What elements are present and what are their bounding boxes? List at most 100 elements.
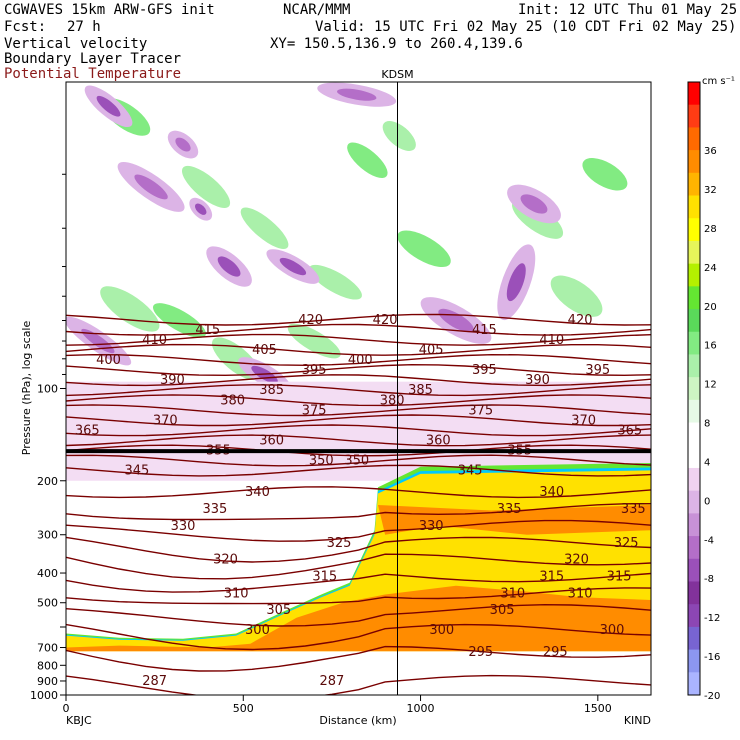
colorbar-swatch <box>688 286 700 310</box>
colorbar: 36 32 28 24 20 16 12 8 4 0 -4 -8 -12 -16 -20 <box>687 81 720 702</box>
w-up-blob <box>240 207 289 249</box>
isentrope-label-395: 395 <box>585 363 610 378</box>
isentrope-label-350: 350 <box>344 454 369 469</box>
colorbar-swatch <box>688 422 700 446</box>
x-tick-label: 1500 <box>584 702 612 715</box>
w-down-core <box>217 256 241 277</box>
isentrope-label-310: 310 <box>568 586 593 601</box>
colorbar-swatch <box>688 558 700 582</box>
isentrope-label-405: 405 <box>252 343 277 358</box>
colorbar-unit: cm s⁻¹ <box>702 76 735 87</box>
isentrope-label-365: 365 <box>75 423 100 438</box>
isentrope-335 <box>66 503 651 521</box>
field-vertical-velocity: Vertical velocity <box>4 36 148 52</box>
w-down-core <box>520 194 548 214</box>
w-down-core <box>195 203 207 215</box>
isentrope-345 <box>66 464 651 477</box>
w-down-core <box>506 263 526 302</box>
isentrope-label-420: 420 <box>298 313 323 328</box>
colorbar-label: 0 <box>704 496 710 507</box>
isentrope-label-385: 385 <box>408 383 433 398</box>
isentrope-label-335: 335 <box>497 502 522 517</box>
isentrope-label-345: 345 <box>124 464 149 479</box>
w-down-core <box>279 257 307 276</box>
y-tick-label: 400 <box>37 567 58 580</box>
w-up-blob <box>100 286 160 332</box>
isentrope-label-305: 305 <box>266 603 291 618</box>
w-up-blob <box>397 230 451 268</box>
fcst-value: 27 h <box>67 19 101 35</box>
fcst-label: Fcst: <box>4 19 47 35</box>
colorbar-swatch <box>688 445 700 469</box>
isentrope-label-365: 365 <box>617 423 642 438</box>
colorbar-label: -20 <box>704 691 720 702</box>
colorbar-label: 20 <box>704 302 717 313</box>
field-boundary-layer-tracer: Boundary Layer Tracer <box>4 51 182 67</box>
colorbar-swatch <box>688 82 700 106</box>
colorbar-label: 4 <box>704 457 710 468</box>
colorbar-swatch <box>688 127 700 151</box>
isentrope-365 <box>66 424 651 437</box>
isentrope-label-385: 385 <box>259 383 284 398</box>
w-down-core <box>96 95 121 117</box>
isentrope-315 <box>66 572 651 593</box>
isentrope-label-350: 350 <box>309 454 334 469</box>
isentrope-label-300: 300 <box>600 623 625 638</box>
colorbar-label: 24 <box>704 263 717 274</box>
isentrope-325 <box>66 536 651 563</box>
colorbar-swatch <box>688 377 700 401</box>
colorbar-label: 32 <box>704 185 717 196</box>
isentrope-375 <box>66 404 651 417</box>
colorbar-swatch <box>688 626 700 651</box>
isentrope-300 <box>66 623 651 651</box>
colorbar-swatch <box>688 490 700 514</box>
isentrope-380 <box>66 394 651 407</box>
y-tick-label: 200 <box>37 475 58 488</box>
isentrope-label-315: 315 <box>312 569 337 584</box>
isentrope-label-415: 415 <box>195 323 220 338</box>
isentrope-label-405: 405 <box>419 343 444 358</box>
colorbar-frame <box>687 81 701 696</box>
isentrope-label-300: 300 <box>429 623 454 638</box>
isentrope-label-410: 410 <box>539 333 564 348</box>
isentrope-295 <box>66 645 651 672</box>
bl-tracer-orange <box>66 585 651 652</box>
y-axis-label: Pressure (hPa), log scale <box>20 321 33 456</box>
isentrope-360 <box>66 434 651 447</box>
isentrope-label-360: 360 <box>426 434 451 449</box>
x-right-endpoint: KIND <box>624 714 651 727</box>
w-up-blob <box>308 264 362 300</box>
isentrope-label-410: 410 <box>142 333 167 348</box>
isentrope-305 <box>66 603 651 627</box>
isentrope-label-335: 335 <box>621 502 646 517</box>
isentrope-385 <box>66 384 651 397</box>
colorbar-swatch <box>688 104 700 128</box>
isentrope-395 <box>66 363 651 377</box>
isentrope-330 <box>66 519 651 542</box>
isentrope-label-415: 415 <box>472 323 497 338</box>
y-tick-label: 100 <box>37 383 58 396</box>
isentrope-label-325: 325 <box>614 536 639 551</box>
colorbar-swatch <box>688 513 700 537</box>
isentrope-390 <box>66 374 651 387</box>
w-up-blob <box>382 121 416 151</box>
colorbar-swatch <box>688 604 700 628</box>
isentrope-label-375: 375 <box>302 403 327 418</box>
isentrope-label-335: 335 <box>202 502 227 517</box>
xy-range: XY= 150.5,136.9 to 260.4,139.6 <box>270 36 523 52</box>
x-left-endpoint: KBJC <box>66 714 92 727</box>
isentrope-label-420: 420 <box>373 313 398 328</box>
w-down-core <box>337 88 377 101</box>
valid-time: Valid: 15 UTC Fri 02 May 25 (10 CDT Fri … <box>315 19 737 35</box>
colorbar-label: -4 <box>704 535 714 546</box>
upper-trop-band <box>66 381 651 481</box>
isentrope-label-315: 315 <box>607 569 632 584</box>
isentrope-340 <box>66 486 651 499</box>
isentrope-label-287: 287 <box>142 674 167 689</box>
isentrope-label-380: 380 <box>380 393 405 408</box>
colorbar-swatch <box>688 263 700 287</box>
isentrope-370 <box>66 414 651 427</box>
isentrope-label-320: 320 <box>564 553 589 568</box>
isentrope-420 <box>66 313 651 326</box>
